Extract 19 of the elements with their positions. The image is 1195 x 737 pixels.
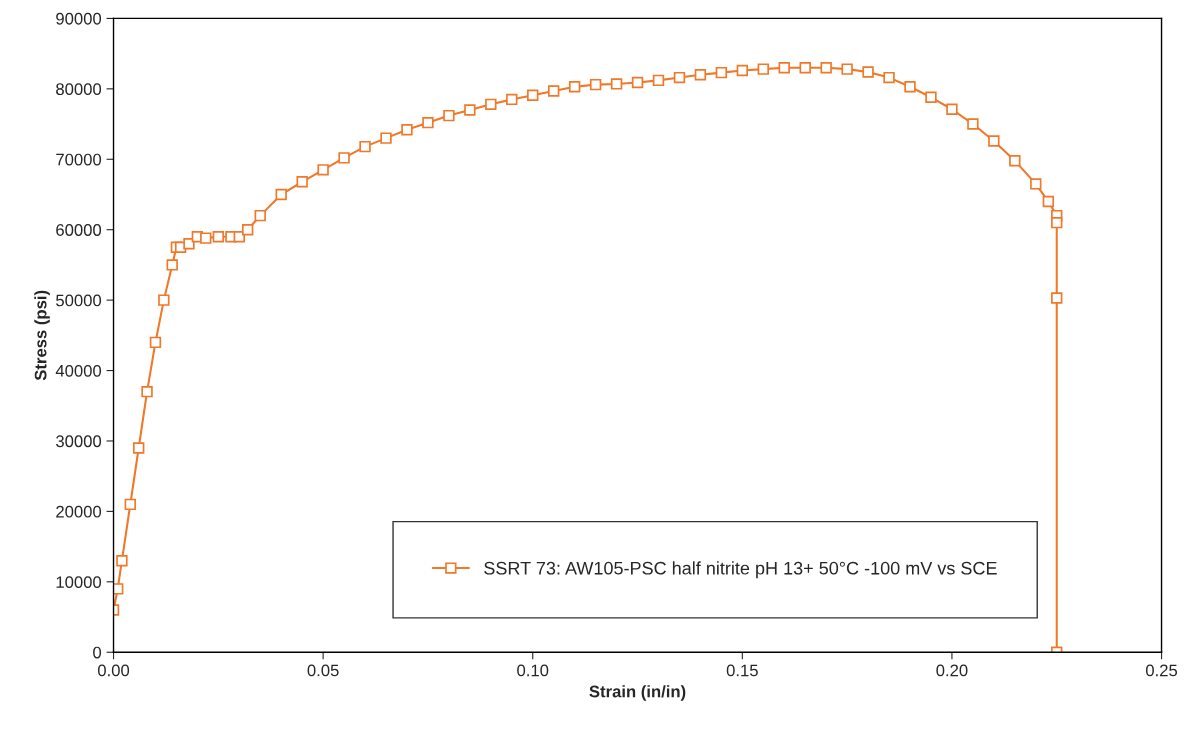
- x-tick-label: 0.20: [936, 664, 968, 677]
- x-tick-label: 0.05: [307, 664, 339, 677]
- y-tick-label: 30000: [56, 435, 102, 448]
- y-tick-label: 70000: [56, 153, 102, 166]
- y-tick-label: 90000: [56, 12, 102, 25]
- y-axis-title: Stress (psi): [34, 290, 50, 381]
- y-tick-label: 80000: [56, 83, 102, 96]
- y-tick-label: 20000: [56, 505, 102, 518]
- legend-label: SSRT 73: AW105-PSC half nitrite pH 13+ 50°C -100 mV vs SCE: [484, 561, 997, 579]
- y-tick-label: 60000: [56, 224, 102, 236]
- x-tick-label: 0.15: [726, 664, 758, 677]
- y-tick-label: 40000: [55, 364, 102, 377]
- y-tick-label: 50000: [56, 294, 102, 307]
- x-tick-label: 0.25: [1145, 664, 1178, 677]
- x-tick-label: 0.00: [97, 664, 130, 677]
- y-tick-label: 10000: [56, 576, 102, 589]
- x-axis-title: Strain (in/in): [589, 685, 686, 701]
- x-tick-label: 0.10: [517, 664, 549, 677]
- y-tick-label: 0: [93, 646, 102, 659]
